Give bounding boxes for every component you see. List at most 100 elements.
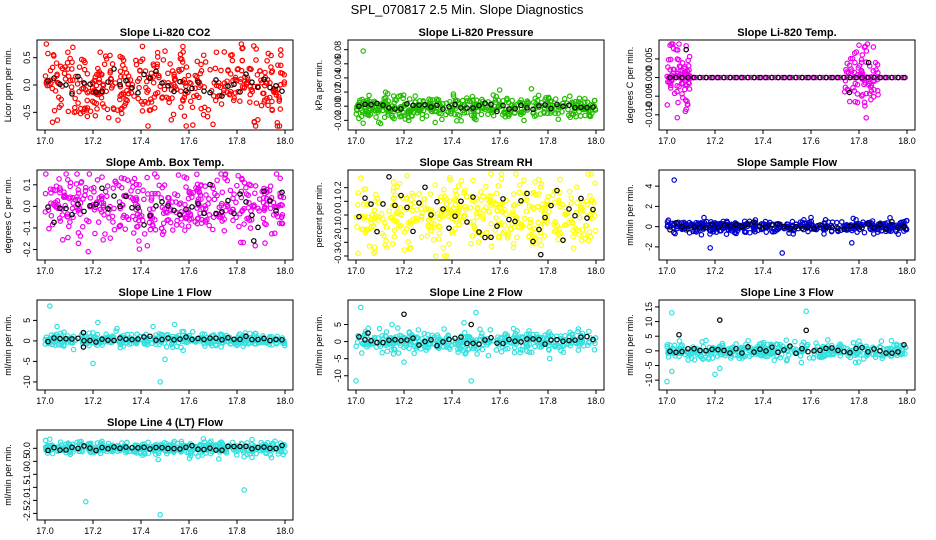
data-point: [245, 205, 252, 211]
data-point: [179, 222, 185, 228]
data-point: [672, 353, 678, 359]
outlier-point: [253, 46, 260, 52]
average-point: [75, 445, 81, 452]
data-point: [205, 107, 212, 113]
data-point: [372, 198, 379, 205]
data-point: [143, 78, 150, 85]
x-tick-label: 18.0: [898, 136, 916, 146]
x-tick-label: 17.2: [395, 266, 413, 276]
data-point: [407, 220, 414, 227]
data-point: [75, 196, 81, 203]
data-point: [271, 230, 278, 237]
data-point: [856, 338, 862, 344]
average-point: [69, 211, 75, 218]
data-point: [147, 226, 154, 233]
data-point: [134, 202, 141, 209]
average-point: [81, 443, 87, 449]
average-point: [524, 336, 530, 342]
average-point: [673, 74, 679, 81]
average-point: [99, 88, 105, 94]
data-point: [84, 105, 91, 111]
y-tick-label: 0.005: [644, 48, 654, 71]
data-point: [366, 107, 373, 114]
average-point: [207, 335, 213, 341]
x-tick-label: 17.6: [802, 136, 820, 146]
outlier-point: [114, 325, 120, 332]
data-point: [241, 453, 247, 460]
data-point: [447, 177, 453, 183]
data-point: [552, 96, 559, 102]
data-point: [136, 84, 142, 91]
average-point: [841, 226, 847, 233]
data-point: [139, 43, 146, 50]
outlier-point: [863, 115, 870, 121]
average-point: [51, 444, 57, 451]
average-point: [727, 74, 733, 81]
data-point: [247, 99, 253, 105]
data-point: [511, 333, 518, 339]
data-point: [275, 62, 281, 68]
x-tick-label: 17.6: [802, 266, 820, 276]
data-point: [866, 63, 873, 69]
y-tick-label: 0.06: [333, 55, 343, 73]
x-tick-label: 17.4: [754, 266, 772, 276]
data-point: [527, 219, 534, 226]
data-point: [397, 205, 404, 211]
average-point: [679, 348, 685, 355]
data-point: [678, 220, 685, 226]
data-point: [577, 113, 584, 119]
average-point: [512, 338, 518, 344]
data-point: [75, 186, 82, 193]
data-point: [174, 192, 181, 199]
average-point: [255, 336, 261, 343]
average-point: [793, 350, 799, 357]
y-axis-label: ml/min per min.: [3, 314, 13, 376]
data-point: [227, 187, 234, 194]
data-point: [668, 41, 675, 47]
average-point: [751, 219, 757, 225]
average-point: [721, 347, 727, 354]
average-point: [225, 443, 231, 450]
y-tick-label: 0.2: [333, 181, 343, 194]
y-tick-label: 0.1: [22, 179, 32, 192]
data-point: [96, 79, 103, 86]
data-point: [393, 218, 400, 225]
outlier-point: [357, 304, 364, 311]
data-point: [64, 59, 71, 66]
data-point: [813, 340, 819, 346]
data-point: [495, 182, 502, 189]
x-tick-label: 18.0: [587, 136, 605, 146]
data-point: [69, 77, 76, 83]
data-point: [168, 341, 175, 348]
data-point: [888, 228, 894, 235]
average-point: [428, 336, 434, 343]
x-tick-label: 17.6: [802, 396, 820, 406]
average-point: [859, 224, 865, 231]
average-point: [237, 336, 243, 343]
x-tick-label: 17.2: [84, 396, 102, 406]
data-point: [848, 66, 854, 72]
average-point: [733, 345, 739, 352]
average-point: [488, 334, 494, 341]
data-point: [488, 193, 494, 199]
data-point: [739, 355, 746, 361]
data-point: [243, 184, 249, 191]
data-point: [70, 194, 76, 201]
outlier-point: [473, 116, 479, 123]
data-point: [555, 236, 561, 243]
data-point: [198, 105, 204, 112]
data-point: [676, 338, 683, 344]
average-outlier-point: [80, 329, 87, 336]
x-tick-label: 17.2: [706, 136, 724, 146]
average-point: [578, 334, 584, 340]
data-point: [235, 172, 241, 179]
data-point: [95, 65, 101, 72]
data-point: [878, 338, 885, 345]
data-point: [867, 84, 874, 90]
average-point: [416, 342, 422, 348]
data-point: [154, 61, 161, 67]
average-point: [123, 193, 129, 200]
data-point: [396, 111, 403, 117]
average-point: [817, 347, 823, 354]
outlier-point: [83, 498, 89, 505]
